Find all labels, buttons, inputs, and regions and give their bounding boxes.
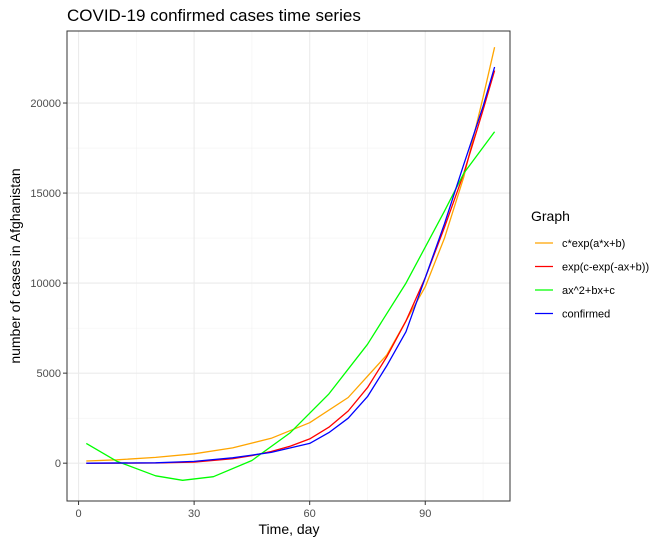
x-tick-label: 90 [419,508,431,520]
legend-title: Graph [531,208,570,224]
grid-lines [67,31,510,501]
series-lines [85,47,496,481]
y-tick-label: 0 [55,458,61,470]
legend-label-0: c*exp(a*x+b) [562,238,625,250]
legend-label-1: exp(c-exp(-ax+b)) [562,262,649,274]
y-tick-label: 15000 [30,188,61,200]
chart-title: COVID-19 confirmed cases time series [67,6,361,25]
x-tick-label: 30 [188,508,200,520]
y-tick-label: 10000 [30,278,61,290]
y-tick-label: 5000 [37,368,61,380]
series-line-1 [86,70,496,464]
plot-panel [67,31,510,501]
x-tick-label: 60 [304,508,316,520]
plot-border [66,30,511,502]
x-tick-label: 0 [75,508,81,520]
axis-ticks: 0 30 60 90 0 5000 10000 15000 20000 [30,98,431,520]
series-line-0 [86,47,496,462]
series-line-2 [85,131,496,481]
legend: Graph c*exp(a*x+b) exp(c-exp(-ax+b)) ax^2+… [531,208,649,321]
y-tick-label: 20000 [30,98,61,110]
y-axis-title: number of cases in Afghanistan [7,168,23,363]
legend-label-3: confirmed [562,309,610,321]
legend-label-2: ax^2+bx+c [562,285,615,297]
series-line-3 [86,66,496,464]
x-axis-title: Time, day [259,521,320,537]
